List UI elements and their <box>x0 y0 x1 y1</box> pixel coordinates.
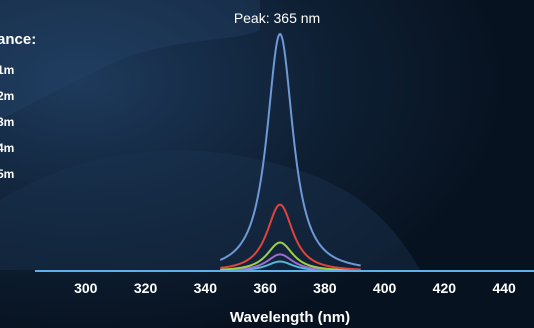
x-tick-label: 420 <box>433 280 457 296</box>
series-line-3m <box>220 241 361 272</box>
background-shape <box>0 150 420 270</box>
legend-item-5m: 5m <box>0 167 15 181</box>
x-tick-label: 320 <box>134 280 158 296</box>
x-axis-label: Wavelength (nm) <box>230 309 350 326</box>
legend-item-2m: 2m <box>0 89 15 103</box>
legend-item-1m: 1m <box>0 63 15 77</box>
legend-title: ance: <box>0 31 37 48</box>
x-tick-label: 440 <box>492 280 516 296</box>
peak-annotation: Peak: 365 nm <box>234 10 320 26</box>
series-line-1m <box>219 32 361 267</box>
series-line-2m <box>220 203 361 271</box>
x-tick-label: 300 <box>74 280 98 296</box>
x-tick-label: 360 <box>253 280 277 296</box>
x-tick-label: 340 <box>194 280 218 296</box>
background-shape <box>0 0 260 120</box>
x-tick-label: 400 <box>373 280 397 296</box>
legend-item-4m: 4m <box>0 141 15 155</box>
x-tick-labels: 300 320 340 360 380 400 420 440 <box>74 280 516 296</box>
x-tick-label: 380 <box>313 280 337 296</box>
legend-item-3m: 3m <box>0 115 15 129</box>
